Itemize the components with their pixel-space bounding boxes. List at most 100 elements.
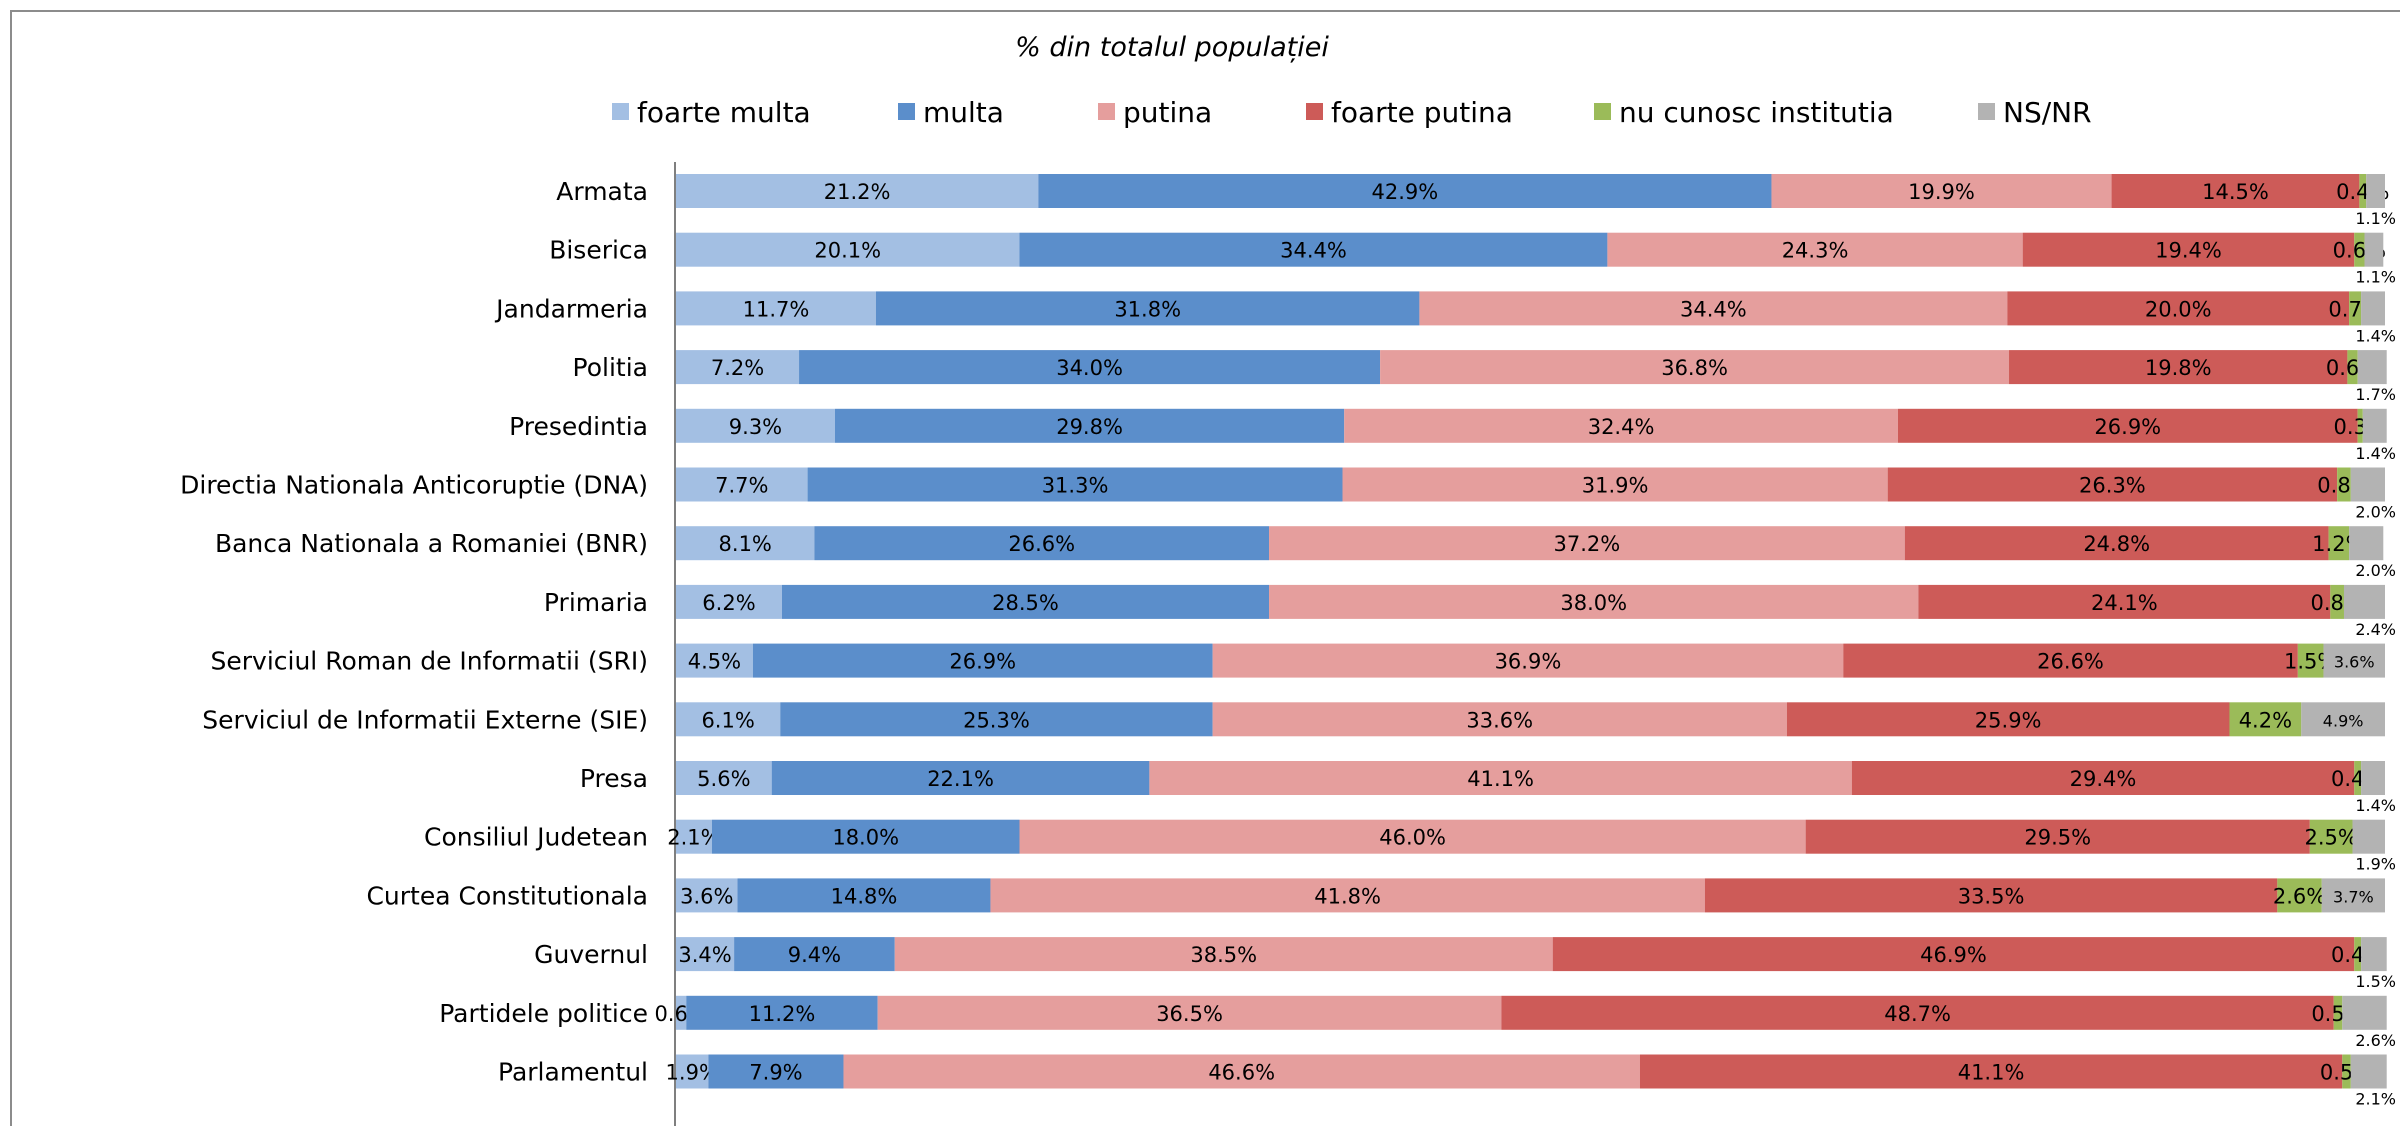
data-label: 34.0%	[1056, 356, 1123, 380]
data-label: 1.7%	[2355, 385, 2396, 404]
category-label: Partidele politice	[439, 999, 648, 1028]
bar-segment-putina	[1607, 232, 2023, 267]
data-label: 1.4%	[2355, 796, 2396, 815]
category-label: Consiliul Judetean	[424, 823, 648, 852]
data-label: 18.0%	[832, 826, 899, 850]
bar-segment-putina	[894, 937, 1553, 972]
bar-segment-ns-nr	[2350, 1054, 2387, 1089]
data-label: 37.2%	[1554, 532, 1621, 556]
data-label: 29.4%	[2070, 767, 2137, 791]
data-label: 1.9%	[2355, 855, 2396, 874]
bar-segment-foarte-multa	[676, 819, 712, 854]
data-label: 1.1%	[2355, 209, 2396, 228]
data-label: 32.4%	[1588, 415, 1655, 439]
data-label: 9.3%	[729, 415, 782, 439]
bar-segment-ns-nr	[2301, 702, 2385, 737]
legend-swatch	[612, 103, 629, 120]
data-label: 28.5%	[992, 591, 1059, 615]
data-label: 7.9%	[749, 1061, 802, 1085]
bar-segment-ns-nr	[2352, 819, 2385, 854]
data-label: 8.1%	[719, 532, 772, 556]
bar-segment-foarte-multa	[676, 937, 735, 972]
data-label: 34.4%	[1680, 297, 1747, 321]
data-label: 4.2%	[2239, 708, 2292, 732]
bar-segment-multa	[814, 526, 1270, 561]
bar-segment-ns-nr	[2342, 995, 2387, 1030]
legend-swatch	[1306, 103, 1323, 120]
data-label: 42.9%	[1372, 180, 1439, 204]
bar-segment-nu-cunosc-institutia	[2333, 995, 2343, 1030]
bar-segment-foarte-multa	[676, 643, 753, 678]
data-label: 1.4%	[2355, 444, 2396, 463]
legend-item-ns-nr: NS/NR	[1978, 96, 2092, 129]
data-label: 1.5%	[2355, 972, 2396, 991]
bar-segment-ns-nr	[2323, 643, 2385, 678]
bar-segment-putina	[1342, 467, 1888, 502]
bar-segment-ns-nr	[2361, 291, 2385, 326]
bar-segment-foarte-putina	[2009, 350, 2348, 385]
chart-legend: foarte multa multa putina foarte putina nu c…	[612, 96, 2092, 129]
bar-segment-nu-cunosc-institutia	[2349, 291, 2362, 326]
legend-label: multa	[923, 96, 1004, 129]
bar-segment-foarte-putina	[1805, 819, 2310, 854]
bar-segment-ns-nr	[2361, 937, 2387, 972]
bar-segment-multa	[807, 467, 1343, 502]
data-label: 14.5%	[2202, 180, 2269, 204]
data-label: 33.6%	[1466, 708, 1533, 732]
data-label: 6.2%	[702, 591, 755, 615]
data-label: 3.6%	[2334, 653, 2375, 672]
data-label: 38.0%	[1560, 591, 1627, 615]
data-label: 19.8%	[2145, 356, 2212, 380]
bar-segment-foarte-putina	[2007, 291, 2350, 326]
bar-segment-ns-nr	[2350, 467, 2385, 502]
bar-segment-nu-cunosc-institutia	[2277, 878, 2322, 913]
data-label: 26.6%	[2037, 650, 2104, 674]
bar-segment-multa	[708, 1054, 844, 1089]
bar-segment-putina	[1771, 174, 2112, 208]
bar-segment-foarte-putina	[1639, 1054, 2343, 1089]
bar-segment-ns-nr	[2321, 878, 2385, 913]
chart-frame	[10, 10, 2400, 1126]
data-label: 4.9%	[2323, 711, 2364, 730]
category-label: Serviciul de Informatii Externe (SIE)	[202, 705, 648, 734]
bar-segment-multa	[771, 761, 1150, 795]
data-label: 41.1%	[1958, 1061, 2025, 1085]
bar-segment-foarte-multa	[676, 408, 835, 443]
bar-segment-nu-cunosc-institutia	[2359, 174, 2367, 208]
bar-segment-nu-cunosc-institutia	[2354, 232, 2365, 267]
bar-segment-ns-nr	[2364, 232, 2384, 267]
bar-segment-multa	[780, 702, 1213, 737]
bar-segment-nu-cunosc-institutia	[2357, 408, 2363, 443]
data-label: 2.6%	[2273, 884, 2326, 908]
data-label: 4.5%	[688, 650, 741, 674]
data-label: 6.1%	[701, 708, 754, 732]
bar-segment-nu-cunosc-institutia	[2328, 526, 2350, 561]
legend-item-nu-cunosc-institutia: nu cunosc institutia	[1594, 96, 1894, 129]
data-label: 26.9%	[949, 650, 1016, 674]
legend-label: foarte putina	[1331, 96, 1513, 129]
data-label: 33.5%	[1958, 884, 2025, 908]
legend-item-putina: putina	[1098, 96, 1212, 129]
bar-segment-foarte-multa	[676, 702, 781, 737]
bar-segment-putina	[1212, 643, 1844, 678]
bar-segment-nu-cunosc-institutia	[2229, 702, 2302, 737]
data-label: 14.8%	[831, 884, 898, 908]
bar-segment-nu-cunosc-institutia	[2337, 467, 2351, 502]
bar-segment-foarte-putina	[1897, 408, 2358, 443]
data-label: 3.4%	[678, 943, 731, 967]
bar-segment-foarte-putina	[1843, 643, 2298, 678]
bar-segment-multa	[686, 995, 878, 1030]
legend-label: putina	[1123, 96, 1212, 129]
bar-segment-foarte-multa	[676, 174, 1039, 208]
bar-segment-nu-cunosc-institutia	[2342, 1054, 2351, 1089]
legend-item-foarte-putina: foarte putina	[1306, 96, 1513, 129]
data-label: 34.4%	[1280, 239, 1347, 263]
data-label: 11.2%	[749, 1002, 816, 1026]
data-label: 2.6%	[2355, 1031, 2396, 1050]
data-label: 1.1%	[2355, 268, 2396, 287]
bar-segment-foarte-putina	[1786, 702, 2230, 737]
bar-segment-foarte-putina	[1851, 761, 2355, 795]
bar-segment-foarte-putina	[1704, 878, 2278, 913]
bar-segment-putina	[1269, 526, 1905, 561]
bar-segment-nu-cunosc-institutia	[2297, 643, 2324, 678]
